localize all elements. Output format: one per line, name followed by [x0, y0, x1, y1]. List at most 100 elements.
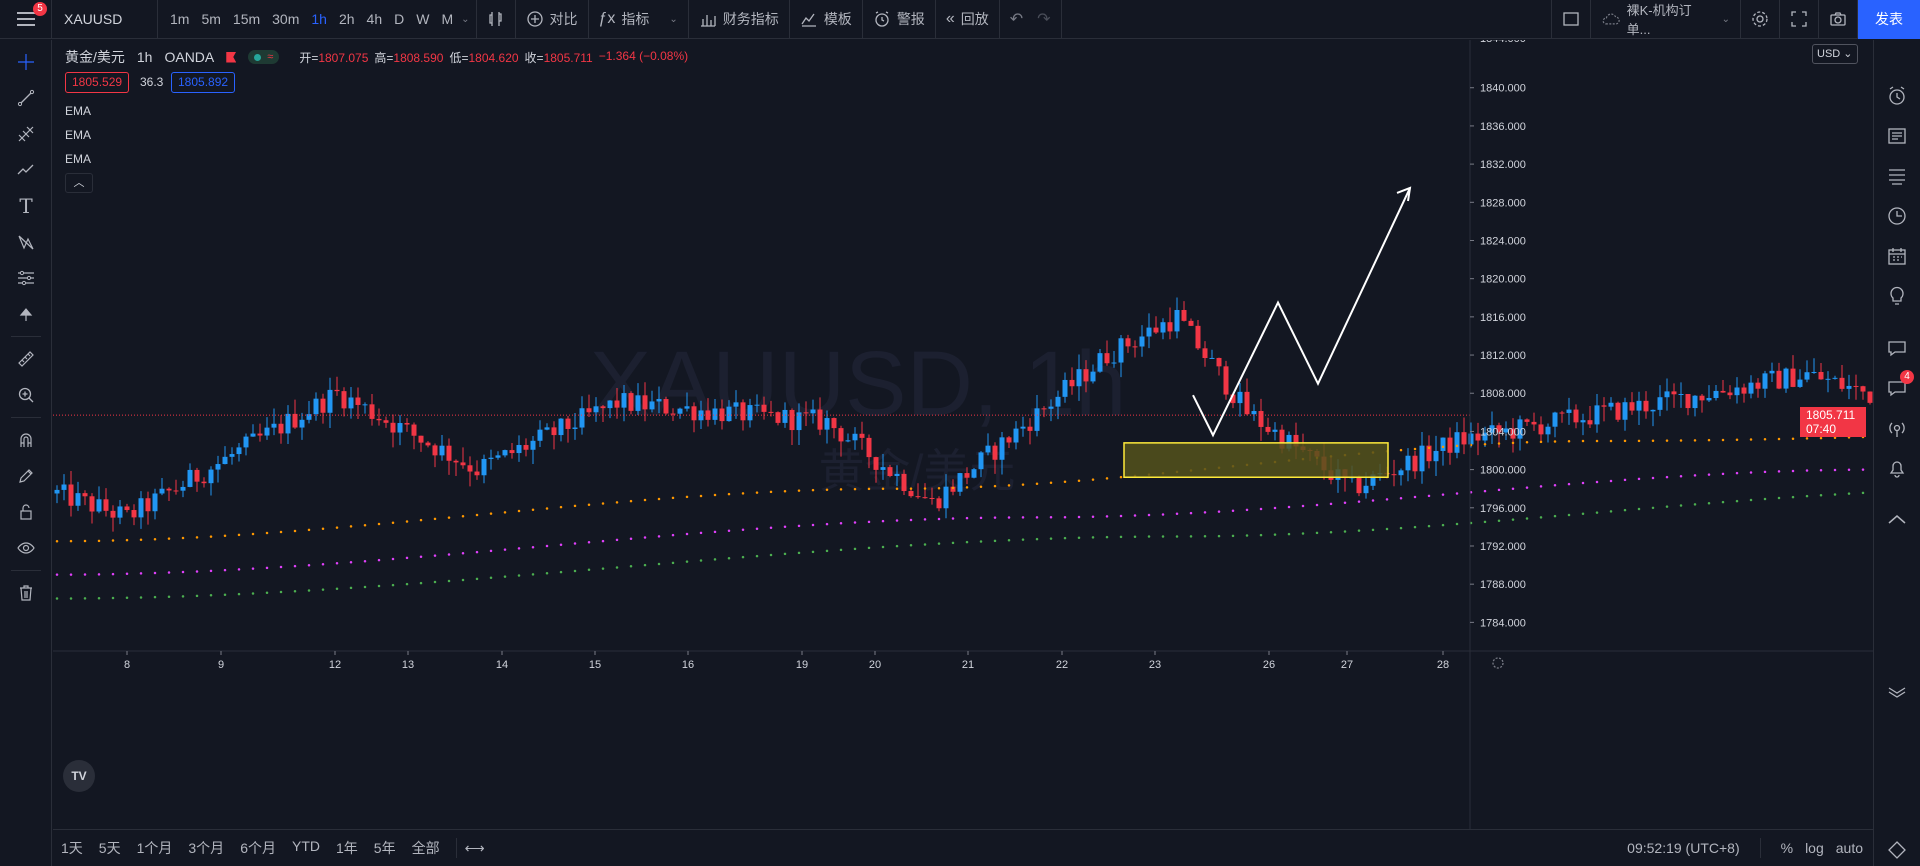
settings-button[interactable]	[1741, 0, 1780, 39]
auto-toggle[interactable]: auto	[1835, 840, 1863, 856]
messages-button[interactable]: 4	[1874, 368, 1920, 408]
measure-tool[interactable]	[0, 341, 52, 377]
draw-mode-tool[interactable]	[0, 458, 52, 494]
candle-body	[383, 420, 389, 423]
bid-price-button[interactable]: 1805.529	[65, 72, 130, 93]
ema-point	[1483, 489, 1487, 493]
layout-selector[interactable]: 裸K-机构订单... ⌄	[1591, 0, 1741, 39]
redo-icon[interactable]: ↷	[1037, 11, 1051, 28]
notifications-button[interactable]	[1874, 448, 1920, 488]
ask-price-button[interactable]: 1805.892	[171, 72, 236, 93]
tradingview-logo[interactable]: TV	[63, 760, 95, 792]
market-status[interactable]: ≈	[248, 50, 280, 64]
news-button[interactable]	[1874, 116, 1920, 156]
delete-tool[interactable]	[0, 575, 52, 611]
range-3[interactable]: 3个月	[188, 840, 225, 856]
zoom-tool[interactable]	[0, 377, 52, 413]
trend-line-tool[interactable]	[0, 80, 52, 116]
chart-pane[interactable]: XAUUSD, 1h 黄金/美元 1784.000 1788.000 1792.00…	[53, 33, 1920, 866]
interval-D[interactable]: D	[394, 11, 405, 27]
range-8[interactable]: 全部	[411, 840, 440, 856]
prediction-tool[interactable]	[0, 260, 52, 296]
visibility-tool[interactable]	[0, 530, 52, 566]
financials-button[interactable]: 财务指标	[689, 0, 790, 39]
interval-2h[interactable]: 2h	[338, 11, 355, 27]
range-7[interactable]: 5年	[373, 840, 396, 856]
range-4[interactable]: 6个月	[240, 840, 276, 856]
range-6[interactable]: 1年	[335, 840, 358, 856]
pattern-tool[interactable]	[0, 152, 52, 188]
ideas-button[interactable]	[1874, 276, 1920, 316]
hotlist-button[interactable]	[1874, 196, 1920, 236]
legend-title[interactable]: 黄金/美元	[65, 49, 125, 65]
chat-button[interactable]	[1874, 328, 1920, 368]
currency-selector[interactable]: USD ⌄	[1812, 44, 1858, 64]
rewind-icon: «	[945, 10, 955, 27]
candle-body	[1048, 406, 1054, 409]
indicator-ema-3[interactable]: EMA	[65, 152, 92, 166]
compare-button[interactable]: 对比	[516, 0, 589, 39]
arrow-tool[interactable]	[0, 296, 52, 332]
lock-tool[interactable]	[0, 494, 52, 530]
chart-type-button[interactable]	[477, 0, 516, 39]
watchlist-button[interactable]	[1874, 76, 1920, 116]
interval-4h[interactable]: 4h	[366, 11, 383, 27]
interval-W[interactable]: W	[416, 11, 430, 27]
range-5[interactable]: YTD	[291, 838, 320, 854]
price-chart[interactable]: XAUUSD, 1h 黄金/美元 1784.000 1788.000 1792.00…	[53, 33, 1920, 829]
collapse-panel-button[interactable]	[1874, 500, 1920, 540]
fullscreen-button[interactable]	[1780, 0, 1819, 39]
indicator-ema-1[interactable]: EMA	[65, 104, 92, 118]
indicator-ema-2[interactable]: EMA	[65, 128, 92, 142]
ema-point	[1483, 442, 1487, 446]
undo-icon[interactable]: ↶	[1009, 11, 1024, 28]
candle-body	[600, 406, 606, 409]
projection-path[interactable]	[1192, 187, 1411, 438]
demand-zone-rectangle[interactable]	[1123, 442, 1389, 478]
main-menu-button[interactable]: 5	[0, 0, 52, 39]
interval-15m[interactable]: 15m	[232, 11, 261, 27]
calendar-button[interactable]	[1874, 236, 1920, 276]
clock-time[interactable]: 09:52:19 (UTC+8)	[1627, 840, 1740, 856]
ema-point	[293, 564, 297, 568]
flag-icon[interactable]	[226, 51, 237, 63]
axis-settings-icon[interactable]	[1492, 657, 1504, 669]
candle-body	[1860, 386, 1866, 392]
cloud-icon	[1602, 13, 1620, 25]
xabcd-tool[interactable]	[0, 224, 52, 260]
time-axis[interactable]: 8 9 12 13 14 15 16 19 20 21 22 23 26 27 28	[53, 650, 1873, 671]
percent-toggle[interactable]: %	[1780, 840, 1794, 856]
goto-date-icon[interactable]: ⟷	[464, 839, 485, 856]
candle-body	[1398, 470, 1404, 476]
interval-5m[interactable]: 5m	[201, 11, 221, 27]
fib-tool[interactable]	[0, 116, 52, 152]
interval-1m[interactable]: 1m	[170, 11, 190, 27]
magnet-tool[interactable]	[0, 422, 52, 458]
range-1[interactable]: 5天	[98, 840, 121, 856]
layers-button[interactable]	[1874, 670, 1920, 710]
ema-point	[69, 573, 73, 576]
log-toggle[interactable]: log	[1805, 840, 1824, 856]
range-0[interactable]: 1天	[61, 840, 83, 856]
indicators-button[interactable]: ƒx 指标 ⌄	[589, 0, 689, 39]
interval-M[interactable]: M	[441, 11, 454, 27]
collapse-legend-button[interactable]: ︿	[65, 173, 93, 193]
panel-toggle-button[interactable]	[1874, 830, 1920, 866]
crosshair-tool[interactable]	[0, 44, 52, 80]
replay-button[interactable]: « 回放	[936, 0, 1000, 39]
price-axis[interactable]: 1784.000 1788.000 1792.000 1796.000 1800.000…	[1469, 33, 1526, 829]
interval-30m[interactable]: 30m	[272, 11, 300, 27]
candle-body	[1692, 395, 1698, 409]
streams-button[interactable]	[1874, 408, 1920, 448]
chevron-down-icon[interactable]: ⌄	[461, 13, 470, 25]
interval-1h[interactable]: 1h	[311, 11, 327, 27]
symbol-search[interactable]: XAUUSD	[52, 0, 158, 39]
alert-button[interactable]: 警报	[863, 0, 936, 39]
data-window-button[interactable]	[1874, 156, 1920, 196]
text-tool[interactable]: T	[0, 188, 52, 224]
range-2[interactable]: 1个月	[136, 840, 173, 856]
fullscreen-layout-button[interactable]	[1551, 0, 1591, 39]
templates-button[interactable]: 模板	[790, 0, 863, 39]
snapshot-button[interactable]	[1819, 0, 1858, 39]
publish-button[interactable]: 发表	[1858, 0, 1920, 39]
